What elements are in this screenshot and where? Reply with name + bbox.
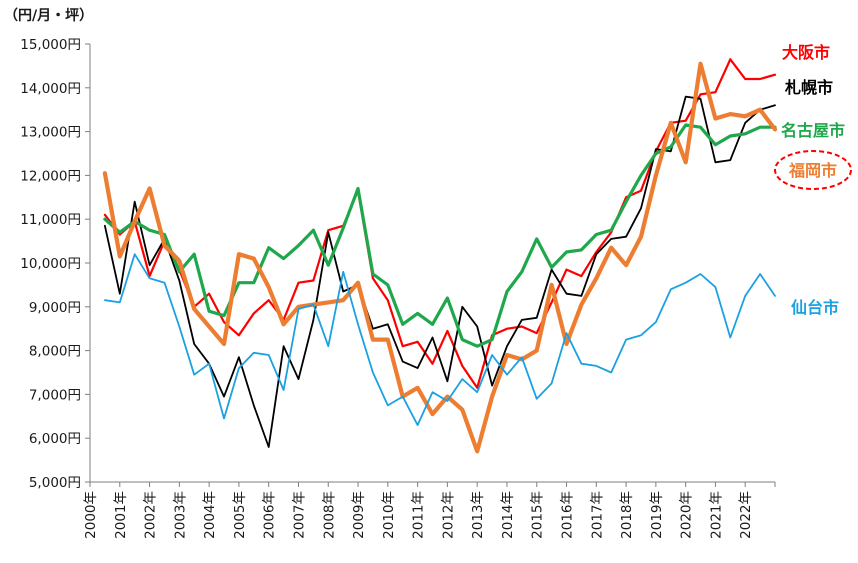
series-label-5: 仙台市 — [791, 298, 839, 317]
x-tick-label: 2002年 — [143, 491, 159, 539]
x-tick-label: 2020年 — [679, 491, 695, 539]
series-lines — [102, 58, 778, 454]
x-tick-label: 2014年 — [500, 491, 516, 539]
x-tick-label: 2006年 — [262, 491, 278, 539]
y-axis: 5,000円 6,000円 7,000円 8,000円 9,000円 10,000円 11,… — [20, 37, 91, 491]
x-tick-label: 2018年 — [619, 491, 635, 539]
x-tick-label: 2007年 — [291, 491, 307, 539]
series-label-2: 札幌市 — [784, 78, 833, 97]
x-tick-label: 2021年 — [708, 491, 724, 539]
x-tick-label: 2003年 — [172, 491, 188, 539]
highlight-dashed-ellipse — [774, 150, 852, 190]
series-label-4: 福岡市 — [788, 161, 837, 180]
series-line-5 — [104, 253, 776, 426]
y-tick-label: 6,000円 — [29, 431, 81, 447]
x-tick-label: 2019年 — [649, 491, 665, 539]
series-line-4 — [102, 61, 778, 454]
y-tick-label: 13,000円 — [20, 125, 81, 141]
x-tick-label: 2005年 — [232, 491, 248, 539]
x-tick-label: 2001年 — [113, 491, 129, 539]
y-tick-label: 9,000円 — [29, 300, 81, 316]
series-line-2 — [104, 95, 776, 448]
x-tick-label: 2017年 — [589, 491, 605, 539]
y-tick-label: 11,000円 — [20, 212, 81, 228]
x-tick-label: 2022年 — [738, 491, 754, 539]
y-tick-label: 12,000円 — [20, 168, 81, 184]
series-line-3 — [103, 123, 777, 348]
series-line-1 — [103, 58, 777, 389]
x-tick-label: 2010年 — [381, 491, 397, 539]
y-tick-label: 15,000円 — [20, 37, 81, 53]
y-tick-label: 14,000円 — [20, 81, 81, 97]
y-axis-unit-label: （円/月・坪） — [4, 8, 93, 24]
x-axis: 2000年 2001年 2002年 2003年 2004年 2005年 2006年 2007年… — [83, 481, 776, 539]
y-tick-label: 7,000円 — [29, 387, 81, 403]
y-tick-label: 10,000円 — [20, 256, 81, 272]
x-tick-label: 2000年 — [83, 491, 99, 539]
x-tick-label: 2012年 — [440, 491, 456, 539]
x-tick-label: 2016年 — [560, 491, 576, 539]
x-tick-label: 2011年 — [411, 491, 427, 539]
x-tick-label: 2015年 — [530, 491, 546, 539]
x-tick-label: 2009年 — [351, 491, 367, 539]
series-label-3: 名古屋市 — [781, 121, 845, 140]
y-tick-label: 5,000円 — [29, 475, 81, 491]
x-tick-label: 2004年 — [202, 491, 218, 539]
x-tick-label: 2008年 — [321, 491, 337, 539]
series-label-1: 大阪市 — [782, 43, 830, 62]
y-tick-label: 8,000円 — [29, 344, 81, 360]
x-tick-label: 2013年 — [470, 491, 486, 539]
